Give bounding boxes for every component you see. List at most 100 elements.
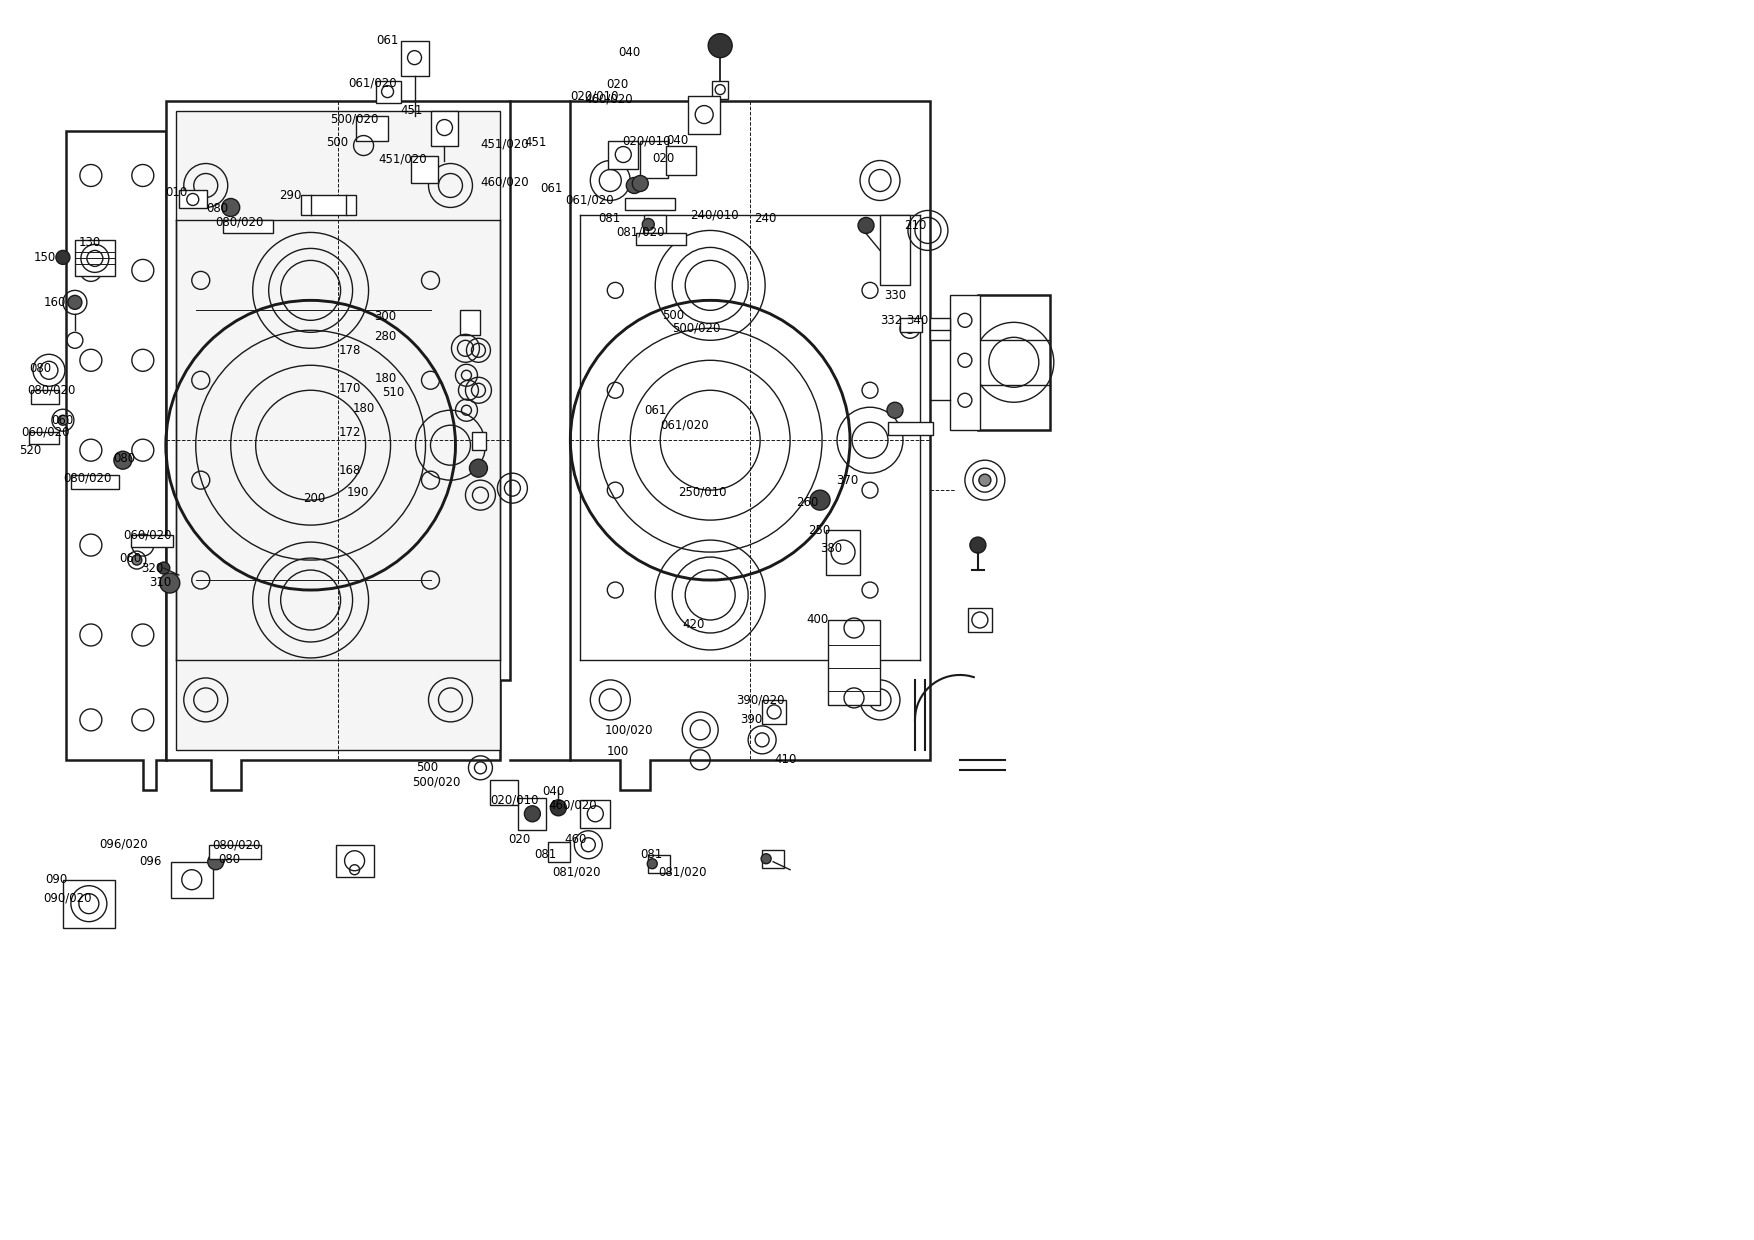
Bar (209, 844, 261, 859)
Bar (170, 862, 212, 898)
Text: 332: 332 (881, 314, 902, 327)
Circle shape (524, 806, 540, 822)
Circle shape (761, 853, 772, 864)
Text: 520: 520 (19, 444, 40, 456)
Bar (968, 608, 991, 632)
Bar (828, 620, 881, 704)
Bar (32, 391, 60, 404)
Bar (951, 295, 980, 430)
Text: 150: 150 (33, 250, 56, 264)
Bar (70, 475, 119, 489)
Text: 510: 510 (382, 386, 405, 399)
Text: 061/020: 061/020 (660, 419, 709, 432)
Text: 370: 370 (837, 474, 858, 486)
Circle shape (114, 451, 132, 469)
Text: 080/020: 080/020 (216, 216, 265, 229)
Text: 060/020: 060/020 (21, 425, 70, 439)
Text: 060: 060 (119, 552, 140, 564)
Text: 380: 380 (821, 542, 842, 554)
Text: 451: 451 (524, 136, 547, 149)
Circle shape (631, 176, 649, 191)
Bar (400, 41, 428, 76)
Bar (644, 216, 667, 233)
Text: 320: 320 (140, 562, 163, 574)
Text: 180: 180 (353, 402, 375, 414)
Bar (410, 155, 438, 184)
Circle shape (626, 177, 642, 193)
Text: 300: 300 (375, 310, 396, 322)
Bar (491, 780, 519, 805)
Text: 061: 061 (644, 404, 667, 417)
Bar (881, 216, 910, 285)
Text: 060: 060 (51, 414, 74, 427)
Bar (335, 844, 374, 877)
Bar (223, 221, 272, 233)
Text: 500/020: 500/020 (672, 322, 721, 335)
Text: 500: 500 (663, 309, 684, 322)
Circle shape (858, 217, 873, 233)
Text: 061: 061 (377, 35, 398, 47)
Text: 460/020: 460/020 (584, 92, 633, 105)
Text: 500/020: 500/020 (412, 775, 461, 789)
Bar (175, 110, 500, 750)
Bar (712, 81, 728, 99)
Text: 250: 250 (809, 523, 830, 537)
Text: 172: 172 (339, 425, 361, 439)
Text: 260: 260 (796, 496, 819, 508)
Bar (649, 854, 670, 873)
Circle shape (979, 474, 991, 486)
Text: 020/010: 020/010 (491, 794, 538, 806)
Circle shape (132, 556, 142, 565)
Text: 080/020: 080/020 (212, 838, 261, 851)
Text: 460: 460 (565, 833, 588, 846)
Text: 500: 500 (326, 136, 349, 149)
Text: 400: 400 (807, 614, 828, 626)
Text: 040: 040 (619, 46, 640, 60)
Bar (75, 241, 114, 277)
Text: 081/020: 081/020 (553, 866, 602, 878)
Text: 020: 020 (607, 78, 628, 91)
Bar (763, 849, 784, 868)
Text: 500/020: 500/020 (330, 112, 379, 125)
Circle shape (207, 853, 225, 869)
Text: 081: 081 (640, 848, 663, 862)
Text: 061: 061 (540, 182, 563, 195)
Text: 080: 080 (205, 202, 228, 215)
Circle shape (642, 218, 654, 231)
Circle shape (888, 402, 903, 418)
Text: 451/020: 451/020 (481, 138, 530, 150)
Text: 080: 080 (219, 853, 240, 867)
Circle shape (56, 250, 70, 264)
Text: 020: 020 (509, 833, 531, 846)
Text: 020/010: 020/010 (623, 134, 670, 148)
Text: 290: 290 (279, 188, 302, 202)
Text: 081: 081 (598, 212, 621, 224)
Bar (888, 423, 933, 435)
Text: 040: 040 (542, 785, 565, 799)
Text: 330: 330 (884, 289, 907, 301)
Text: 420: 420 (682, 619, 705, 631)
Text: 240: 240 (754, 212, 777, 224)
Text: 061/020: 061/020 (349, 76, 396, 89)
Text: 130: 130 (79, 236, 102, 249)
Text: 100/020: 100/020 (605, 723, 652, 737)
Text: 500: 500 (416, 761, 438, 774)
Text: 178: 178 (339, 343, 361, 357)
Text: 451/020: 451/020 (379, 153, 428, 165)
Text: 310: 310 (149, 575, 172, 589)
Text: 096/020: 096/020 (98, 837, 147, 851)
Text: 410: 410 (774, 754, 796, 766)
Text: 390: 390 (740, 713, 763, 727)
Circle shape (470, 459, 488, 477)
Text: 020: 020 (652, 153, 675, 165)
Text: 020/010: 020/010 (570, 89, 619, 102)
Polygon shape (67, 130, 167, 790)
Bar (640, 140, 668, 179)
Text: 080/020: 080/020 (63, 471, 111, 485)
Bar (375, 81, 400, 103)
Text: 240/010: 240/010 (691, 210, 738, 222)
Text: 081/020: 081/020 (616, 226, 665, 239)
Bar (179, 191, 207, 208)
Text: 100: 100 (607, 745, 628, 759)
Circle shape (221, 198, 240, 217)
